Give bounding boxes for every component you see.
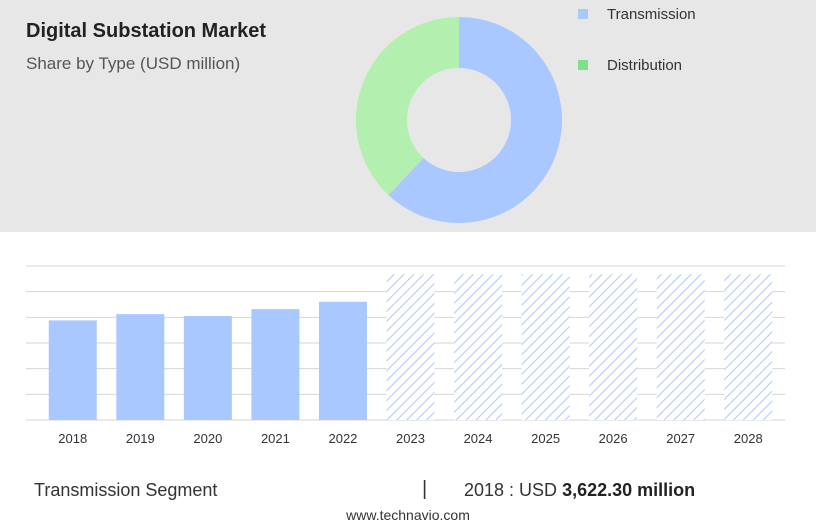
x-tick-label-2027: 2027 [666,431,695,446]
x-tick-label-2023: 2023 [396,431,425,446]
x-tick-label-2022: 2022 [328,431,357,446]
legend-swatch-transmission [578,9,588,19]
x-tick-label-2019: 2019 [126,431,155,446]
legend: Transmission Distribution [578,4,696,106]
bar-chart: 2018 2019 2020 2021 2022 2023 2024 2025 2026 2027… [26,265,785,446]
legend-item-transmission: Transmission [578,4,696,24]
legend-swatch-distribution [578,60,588,70]
forecast-bar-2024 [454,274,503,420]
bar-2022 [318,301,367,420]
forecast-bar-2027 [656,274,705,420]
forecast-bar-2025 [521,274,570,420]
footer-separator: | [422,478,428,500]
segment-value-prefix: 2018 : USD [464,480,558,500]
x-tick-label-2018: 2018 [58,431,87,446]
forecast-bar-2023 [386,274,435,420]
x-tick-label-2020: 2020 [193,431,222,446]
legend-label-distribution: Distribution [607,56,683,74]
bar-2018 [48,320,97,420]
forecast-bar-2028 [724,274,773,420]
bar-2021 [251,309,300,420]
x-tick-label-2028: 2028 [734,431,763,446]
segment-label: Transmission Segment [34,480,218,500]
x-tick-label-2024: 2024 [464,431,493,446]
donut-slice-transmission [388,17,562,224]
bar-2019 [116,314,165,420]
segment-value: 2018 : USD 3,622.30 million [464,480,695,501]
legend-label-transmission: Transmission [607,5,696,23]
donut-chart [356,17,562,224]
legend-item-distribution: Distribution [578,55,696,75]
source-url: www.technavio.com [346,507,470,523]
chart-subtitle: Share by Type (USD million) [26,54,241,73]
donut-slice-distribution [356,17,459,196]
segment-value-amount: 3,622.30 million [562,480,696,500]
chart-title: Digital Substation Market [26,20,267,42]
x-tick-label-2025: 2025 [531,431,560,446]
x-tick-label-2021: 2021 [261,431,290,446]
x-tick-label-2026: 2026 [599,431,628,446]
bar-2020 [183,316,232,420]
forecast-bar-2026 [589,274,638,420]
